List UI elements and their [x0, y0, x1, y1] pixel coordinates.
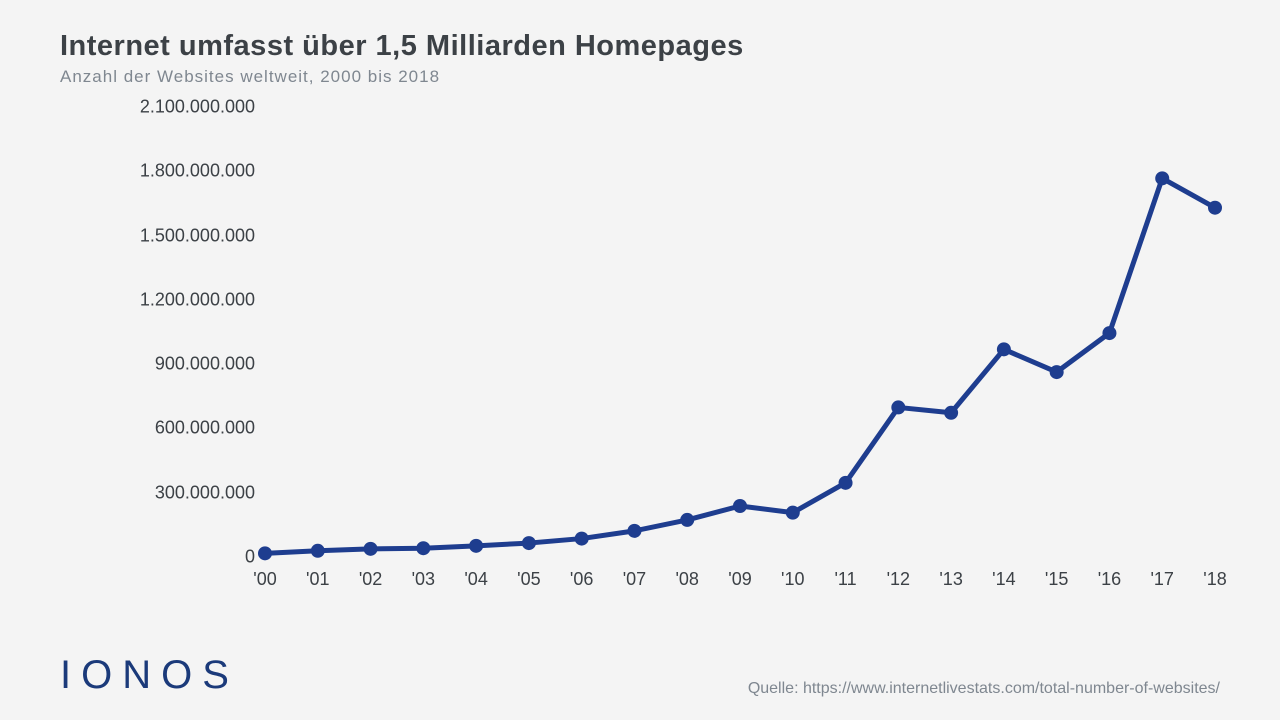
source-citation: Quelle: https://www.internetlivestats.co… [748, 680, 1220, 698]
data-marker [891, 400, 905, 414]
data-marker [1102, 326, 1116, 340]
data-marker [997, 342, 1011, 356]
ionos-logo: IONOS [60, 653, 239, 698]
data-marker [627, 524, 641, 538]
data-line [265, 178, 1215, 553]
data-marker [364, 542, 378, 556]
line-chart: 0300.000.000600.000.000900.000.0001.200.… [60, 97, 1220, 607]
data-marker [522, 536, 536, 550]
chart-title: Internet umfasst über 1,5 Milliarden Hom… [60, 30, 1220, 63]
data-marker [733, 499, 747, 513]
data-marker [944, 406, 958, 420]
data-marker [839, 476, 853, 490]
data-marker [1208, 201, 1222, 215]
chart-container: Internet umfasst über 1,5 Milliarden Hom… [0, 0, 1280, 720]
data-marker [469, 539, 483, 553]
data-marker [1050, 365, 1064, 379]
chart-subtitle: Anzahl der Websites weltweit, 2000 bis 2… [60, 67, 1220, 87]
data-marker [575, 532, 589, 546]
data-marker [786, 506, 800, 520]
data-marker [416, 541, 430, 555]
data-marker [680, 513, 694, 527]
data-marker [311, 544, 325, 558]
chart-footer: IONOS Quelle: https://www.internetlivest… [60, 653, 1220, 698]
data-marker [258, 546, 272, 560]
data-marker [1155, 171, 1169, 185]
chart-svg [60, 97, 1235, 577]
